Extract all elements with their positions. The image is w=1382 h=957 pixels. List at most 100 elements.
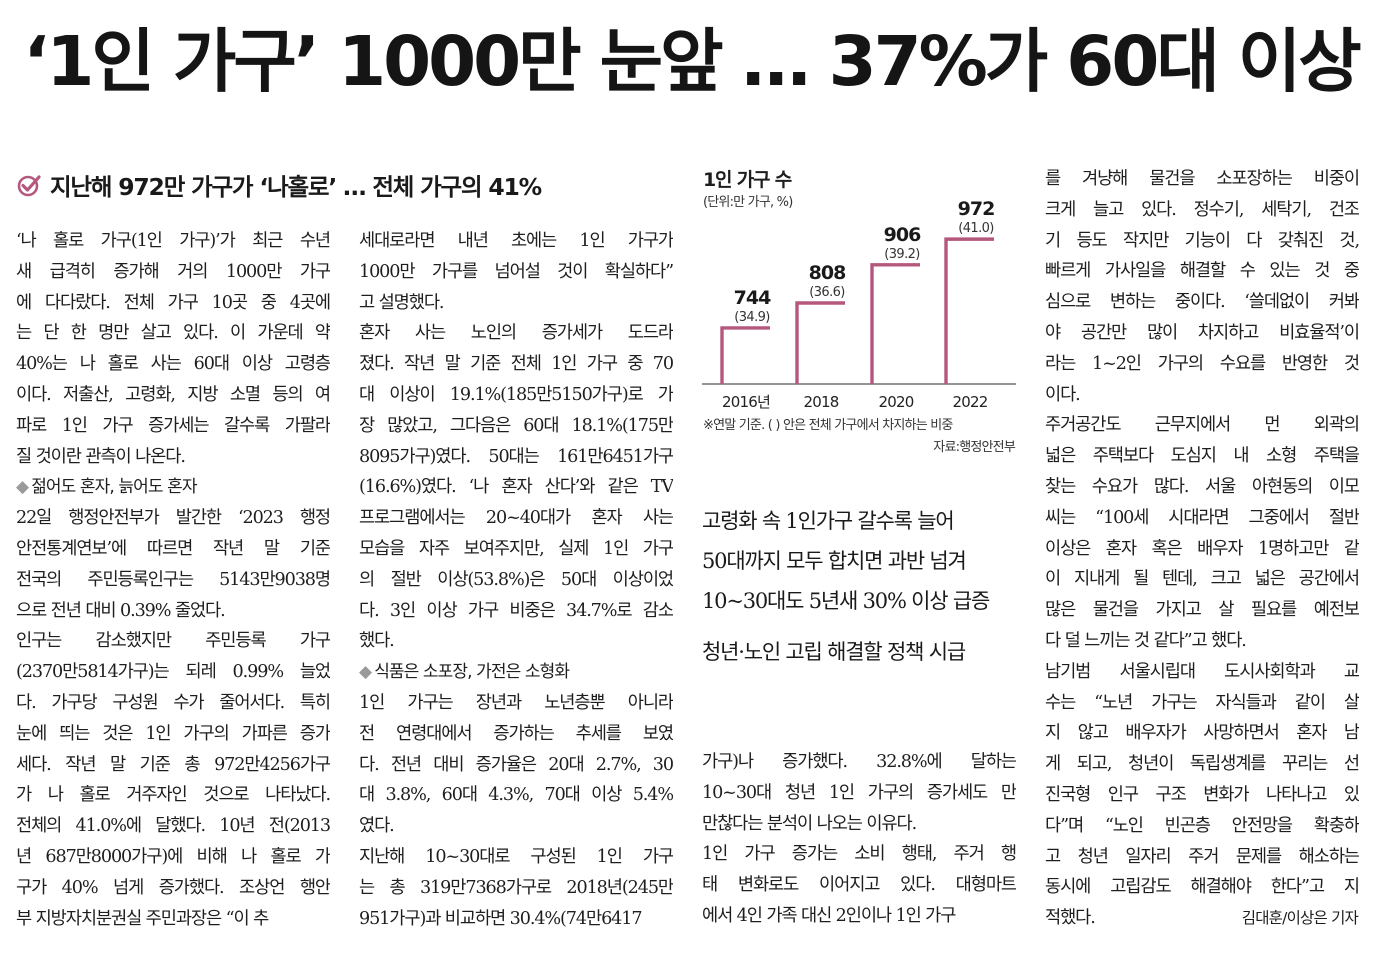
text-line: 동시에 고립감도 해결해야 한다”고 지 (1045, 877, 1359, 898)
text-line: 많은 물건을 가지고 살 필요를 예전보 (1045, 600, 1359, 621)
article-column-1: ‘나 홀로 가구(1인 가구)’가 최근 수년 새 급격히 증가해 거의 1000… (16, 226, 330, 934)
chart-title: 1인 가구 수 (703, 169, 792, 191)
bar-2018 (795, 301, 845, 384)
subhead: 지난해 972만 가구가 ‘나홀로’ … 전체 가구의 41% (16, 166, 542, 204)
text-line: 40%는 나 홀로 사는 60대 이상 고령층 (16, 354, 330, 375)
data-label: 744 (734, 287, 771, 309)
text-line: 8095가구)였다. 50대는 161만6451가구 (359, 446, 673, 467)
text-line: 이 지내게 될 텐데, 크고 넓은 공간에서 (1045, 569, 1359, 590)
text-line: 야 공간만 많이 차지하고 비효율적’이 (1045, 322, 1359, 343)
section-heading: ◆ 식품은 소포장, 가전은 소형화 (359, 662, 570, 683)
text-line: 적했다. (1045, 908, 1096, 929)
text-line: 대 이상이 19.1%(185만5150가구)로 가 (359, 384, 673, 405)
text-line: 눈에 띄는 것은 1인 가구의 가파른 증가 (16, 723, 330, 744)
text-line: 다. 3인 이상 가구 비중은 34.7%로 감소 (359, 600, 673, 621)
share-label: (41.0) (958, 221, 994, 236)
text-line: 는 총 319만7368가구로 2018년(245만 (359, 877, 673, 898)
single-household-chart: 744(34.9) 2016년 808(36.6) 2018 906(39.2) 2020… (702, 198, 1016, 411)
text-line: 의 절반 이상(53.8%)은 50대 이상이었 (359, 569, 673, 590)
article-column-4: 를 겨냥해 물건을 소포장하는 비중이 크게 늘고 있다. 정수기, 세탁기, 건… (1045, 164, 1359, 934)
text-line: (16.6%)였다. ‘나 혼자 산다’와 같은 TV (359, 477, 673, 498)
text-line: 남기범 서울시립대 도시사회학과 교 (1045, 661, 1359, 682)
text-line: 진국형 인구 구조 변화가 나타나고 있 (1045, 784, 1359, 805)
text-line: 1인 가구는 장년과 노년층뿐 아니라 (359, 692, 673, 713)
data-label: 906 (884, 224, 921, 246)
text-line: 으로 전년 대비 0.39% 줄었다. (16, 600, 226, 621)
text-line: 다. 전년 대비 증가율은 20대 2.7%, 30 (359, 754, 673, 775)
data-label: 808 (809, 262, 846, 284)
text-line: 심으로 변하는 중이다. ‘쓸데없이 커봐 (1045, 292, 1359, 313)
text-line: 만찮다는 분석이 나오는 이유다. (702, 813, 917, 834)
text-line: 혼자 사는 노인의 증가세가 도드라 (359, 323, 673, 344)
subhead-text: 지난해 972만 가구가 ‘나홀로’ … 전체 가구의 41% (50, 173, 542, 201)
text-line: 전국의 주민등록인구는 5143만9038명 (16, 569, 330, 590)
text-line: 크게 늘고 있다. 정수기, 세탁기, 건조 (1045, 199, 1359, 220)
summary-line: 10~30대도 5년새 30% 이상 급증 (702, 589, 990, 613)
text-line: 951가구)과 비교하면 30.4%(74만6417 (359, 908, 643, 929)
share-label: (34.9) (734, 310, 770, 325)
text-line: 1인 가구 증가는 소비 행태, 주거 행 (702, 844, 1016, 865)
text-line: 졌다. 작년 말 기준 전체 1인 가구 중 70 (359, 354, 673, 375)
text-line: 지 않고 배우자가 사망하면서 혼자 남 (1045, 723, 1359, 744)
text-line: 인구는 감소했지만 주민등록 가구 (16, 631, 330, 652)
text-line: 모습을 자주 보여주지만, 실제 1인 가구 (359, 538, 673, 559)
text-line: 가 나 홀로 거주자인 것으로 나타났다. (16, 785, 330, 806)
text-line: 였다. (359, 816, 395, 837)
article-column-3: 가구)나 증가했다. 32.8%에 달하는 10~30대 청년 1인 가구의 증가… (702, 747, 1016, 932)
chart-source: 자료:행정안전부 (933, 440, 1016, 455)
text-line: 장 많았고, 그다음은 60대 18.1%(175만 (359, 415, 673, 436)
text-line: 했다. (359, 631, 395, 652)
data-label: 972 (958, 198, 995, 220)
text-line: 기 등도 작지만 기능이 다 갖춰진 것, (1045, 230, 1359, 251)
text-line: 22일 행정안전부가 발간한 ‘2023 행정 (16, 508, 330, 529)
text-line: 가구)나 증가했다. 32.8%에 달하는 (702, 752, 1016, 772)
section-heading: ◆ 젊어도 혼자, 늙어도 혼자 (16, 477, 198, 498)
text-line: 에서 4인 가족 대신 2인이나 1인 가구 (702, 905, 956, 926)
text-line: 세다. 작년 말 기준 총 972만4256가구 (16, 754, 330, 775)
bar-2022 (944, 237, 994, 384)
text-line: 수는 “노년 가구는 자식들과 같이 살 (1045, 692, 1359, 713)
text-line: 고 설명했다. (359, 292, 445, 313)
check-circle-icon (17, 175, 41, 197)
diamond-icon: ◆ (16, 477, 29, 498)
text-line: 안전통계연보’에 따르면 작년 말 기준 (16, 538, 330, 559)
summary-box: 고령화 속 1인가구 갈수록 늘어 50대까지 모두 합치면 과반 넘겨 10~… (702, 501, 1032, 683)
summary-line-policy: 청년·노인 고립 해결할 정책 시급 (702, 640, 966, 664)
text-line: 에 다다랐다. 전체 가구 10곳 중 4곳에 (16, 292, 330, 313)
text-line: 세대로라면 내년 초에는 1인 가구가 (359, 231, 673, 251)
diamond-icon: ◆ (359, 662, 372, 683)
text-line: (2370만5814가구)는 되레 0.99% 늘었 (16, 662, 330, 683)
text-line: 전체의 41.0%에 달했다. 10년 전(2013 (16, 816, 330, 837)
byline: 김대훈/이상은 기자 (1241, 909, 1359, 927)
headline: ‘1인 가구’ 1000만 눈앞 … 37%가 60대 이상 (23, 22, 1362, 102)
text-line: 씨는 “100세 시대라면 그중에서 절반 (1045, 507, 1359, 528)
text-line: 다. 가구당 구성원 수가 줄어서다. 특히 (16, 692, 330, 713)
x-tick-label: 2020 (879, 393, 914, 411)
text-line: 파로 1인 가구 증가세는 갈수록 가팔라 (16, 415, 330, 436)
text-line: 넓은 주택보다 도심지 내 소형 주택을 (1045, 446, 1359, 467)
text-line: 10~30대 청년 1인 가구의 증가세도 만 (702, 782, 1016, 803)
text-line: 프로그램에서는 20~40대가 혼자 사는 (359, 508, 673, 529)
text-line: 전 연령대에서 증가하는 추세를 보였 (359, 723, 673, 744)
text-line: 구가 40% 넘게 증가했다. 조상언 행안 (16, 877, 330, 898)
text-line: 게 되고, 청년이 독립생계를 꾸리는 선 (1045, 754, 1359, 775)
bar-2020 (870, 263, 920, 384)
text-line: 이다. 저출산, 고령화, 지방 소멸 등의 여 (16, 384, 330, 405)
text-line: 새 급격히 증가해 거의 1000만 가구 (16, 261, 330, 282)
text-line: 다”며 “노인 빈곤층 안전망을 확충하 (1045, 815, 1359, 836)
summary-line: 고령화 속 1인가구 갈수록 늘어 (702, 509, 955, 533)
text-line: 이상은 혼자 혹은 배우자 1명하고만 같 (1045, 538, 1359, 559)
share-label: (39.2) (884, 247, 920, 262)
text-line: 년 687만8000가구)에 비해 나 홀로 가 (16, 846, 330, 867)
chart-note: ※연말 기준. ( ) 안은 전체 가구에서 차지하는 비중 (703, 418, 953, 433)
text-line: 빠르게 가사일을 해결할 수 있는 것 중 (1045, 261, 1359, 282)
x-tick-label: 2018 (804, 393, 839, 411)
text-line: 라는 1~2인 가구의 수요를 반영한 것 (1045, 353, 1359, 374)
bar-2016년 (720, 326, 770, 384)
share-label: (36.6) (809, 285, 845, 300)
text-line: 대 3.8%, 60대 4.3%, 70대 이상 5.4% (359, 785, 673, 806)
text-line: 질 것이란 관측이 나온다. (16, 446, 186, 467)
text-line: 다 덜 느끼는 것 같다”고 했다. (1045, 630, 1247, 651)
text-line: 주거공간도 근무지에서 먼 외곽의 (1045, 415, 1359, 436)
x-tick-label: 2022 (953, 393, 988, 411)
